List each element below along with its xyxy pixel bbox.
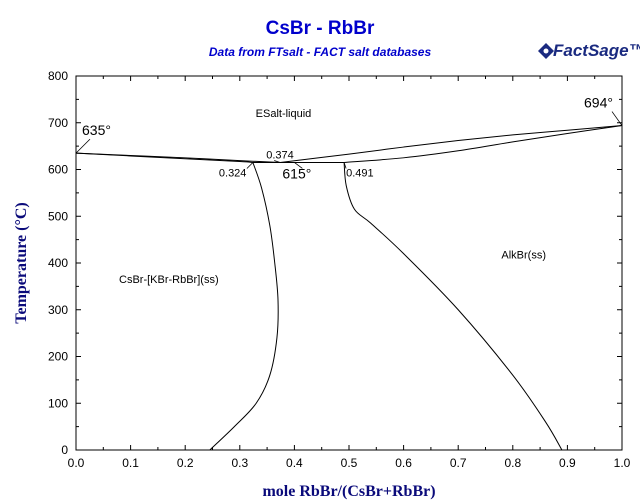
y-tick-label: 800 (48, 69, 68, 83)
annotation-label: 0.374 (266, 149, 294, 161)
curve-liquidus-right (280, 125, 623, 163)
chart-title: CsBr - RbBr (265, 18, 375, 39)
annotation-leader (274, 160, 281, 163)
y-tick-label: 600 (48, 163, 68, 177)
x-tick-label: 0.6 (395, 456, 412, 470)
x-tick-label: 0.5 (341, 456, 358, 470)
curve-solidus-left (75, 152, 253, 163)
x-tick-label: 0.3 (231, 456, 248, 470)
factsage-logo: FactSage™ (553, 41, 640, 61)
y-tick-label: 300 (48, 303, 68, 317)
curve-solvus-left (209, 162, 279, 451)
annotation-leader (294, 162, 303, 169)
x-tick-label: 0.8 (504, 456, 521, 470)
annotation-label: 635° (82, 122, 111, 138)
region-label: ESalt-liquid (256, 108, 312, 120)
y-tick-label: 500 (48, 209, 68, 223)
y-tick-label: 200 (48, 350, 68, 364)
x-tick-label: 0.1 (122, 456, 139, 470)
y-tick-label: 100 (48, 396, 68, 410)
annotation-label: 615° (282, 165, 311, 181)
logo-text: FactSage (553, 41, 629, 60)
annotation-label: 0.324 (219, 167, 247, 179)
x-tick-label: 0.0 (68, 456, 85, 470)
x-tick-label: 0.4 (286, 456, 303, 470)
x-axis-label: mole RbBr/(CsBr+RbBr) (262, 483, 435, 500)
x-tick-label: 0.7 (450, 456, 467, 470)
x-tick-label: 0.9 (559, 456, 576, 470)
logo-suffix: ™ (629, 41, 640, 60)
annotation-leader (246, 162, 254, 169)
factsage-logo-icon (538, 43, 554, 59)
y-tick-label: 0 (61, 443, 68, 457)
curve-solvus-right (343, 162, 563, 451)
annotation-label: 0.491 (346, 167, 374, 179)
annotation-leader (611, 111, 623, 126)
annotation-leader (343, 162, 347, 169)
annotation-label: 694° (584, 95, 613, 111)
region-label: CsBr-[KBr-RbBr](ss) (119, 274, 219, 286)
annotation-leader (75, 138, 91, 154)
y-tick-label: 400 (48, 256, 68, 270)
chart-subtitle: Data from FTsalt - FACT salt databases (208, 45, 432, 59)
x-tick-label: 1.0 (614, 456, 631, 470)
curve-solidus-right (344, 125, 623, 163)
x-tick-label: 0.2 (177, 456, 194, 470)
plot-labels: ESalt-liquid CsBr-[KBr-RbBr](ss) AlkBr(ss)… (75, 95, 623, 286)
y-axis-label: Temperature (°C) (13, 202, 30, 323)
phase-boundaries (75, 125, 623, 451)
y-tick-label: 700 (48, 116, 68, 130)
region-label: AlkBr(ss) (501, 249, 546, 261)
plot-axes: 0.0 0.1 0.2 0.3 0.4 0.5 0.6 0.7 0.8 0.9 1.0 0 100 200… (13, 69, 631, 500)
